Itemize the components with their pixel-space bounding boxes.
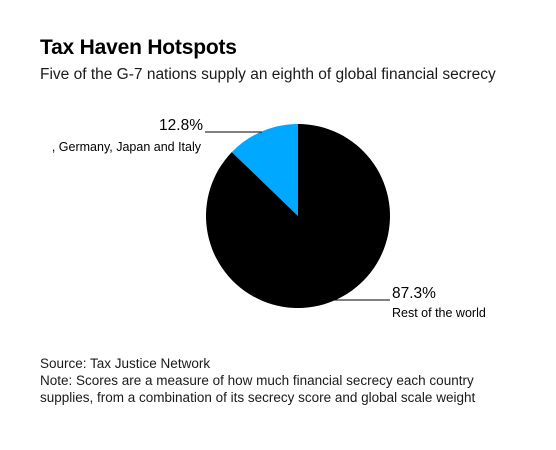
source-text: Source: Tax Justice Network: [40, 356, 211, 371]
pie-slices: [206, 124, 391, 308]
value-label-g7-share: 12.8%: [159, 117, 203, 134]
category-label-g7-share: , Germany, Japan and Italy: [52, 140, 202, 154]
slice-rest-of-world: [206, 124, 391, 308]
value-label-rest-of-world: 87.3%: [392, 285, 436, 302]
note-text-line-2: supplies, from a combination of its secr…: [40, 390, 476, 405]
pie-labels: 12.8% , Germany, Japan and Italy 87.3% Rest…: [52, 117, 486, 320]
chart-title: Tax Haven Hotspots: [40, 36, 237, 59]
category-label-rest-of-world: Rest of the world: [392, 306, 486, 320]
slice-g7-share: [231, 124, 298, 216]
chart-footer: Source: Tax Justice Network Note: Scores…: [40, 355, 475, 406]
chart-subtitle: Five of the G-7 nations supply an eighth…: [40, 66, 496, 83]
note-text-line-1: Note: Scores are a measure of how much f…: [40, 373, 474, 388]
